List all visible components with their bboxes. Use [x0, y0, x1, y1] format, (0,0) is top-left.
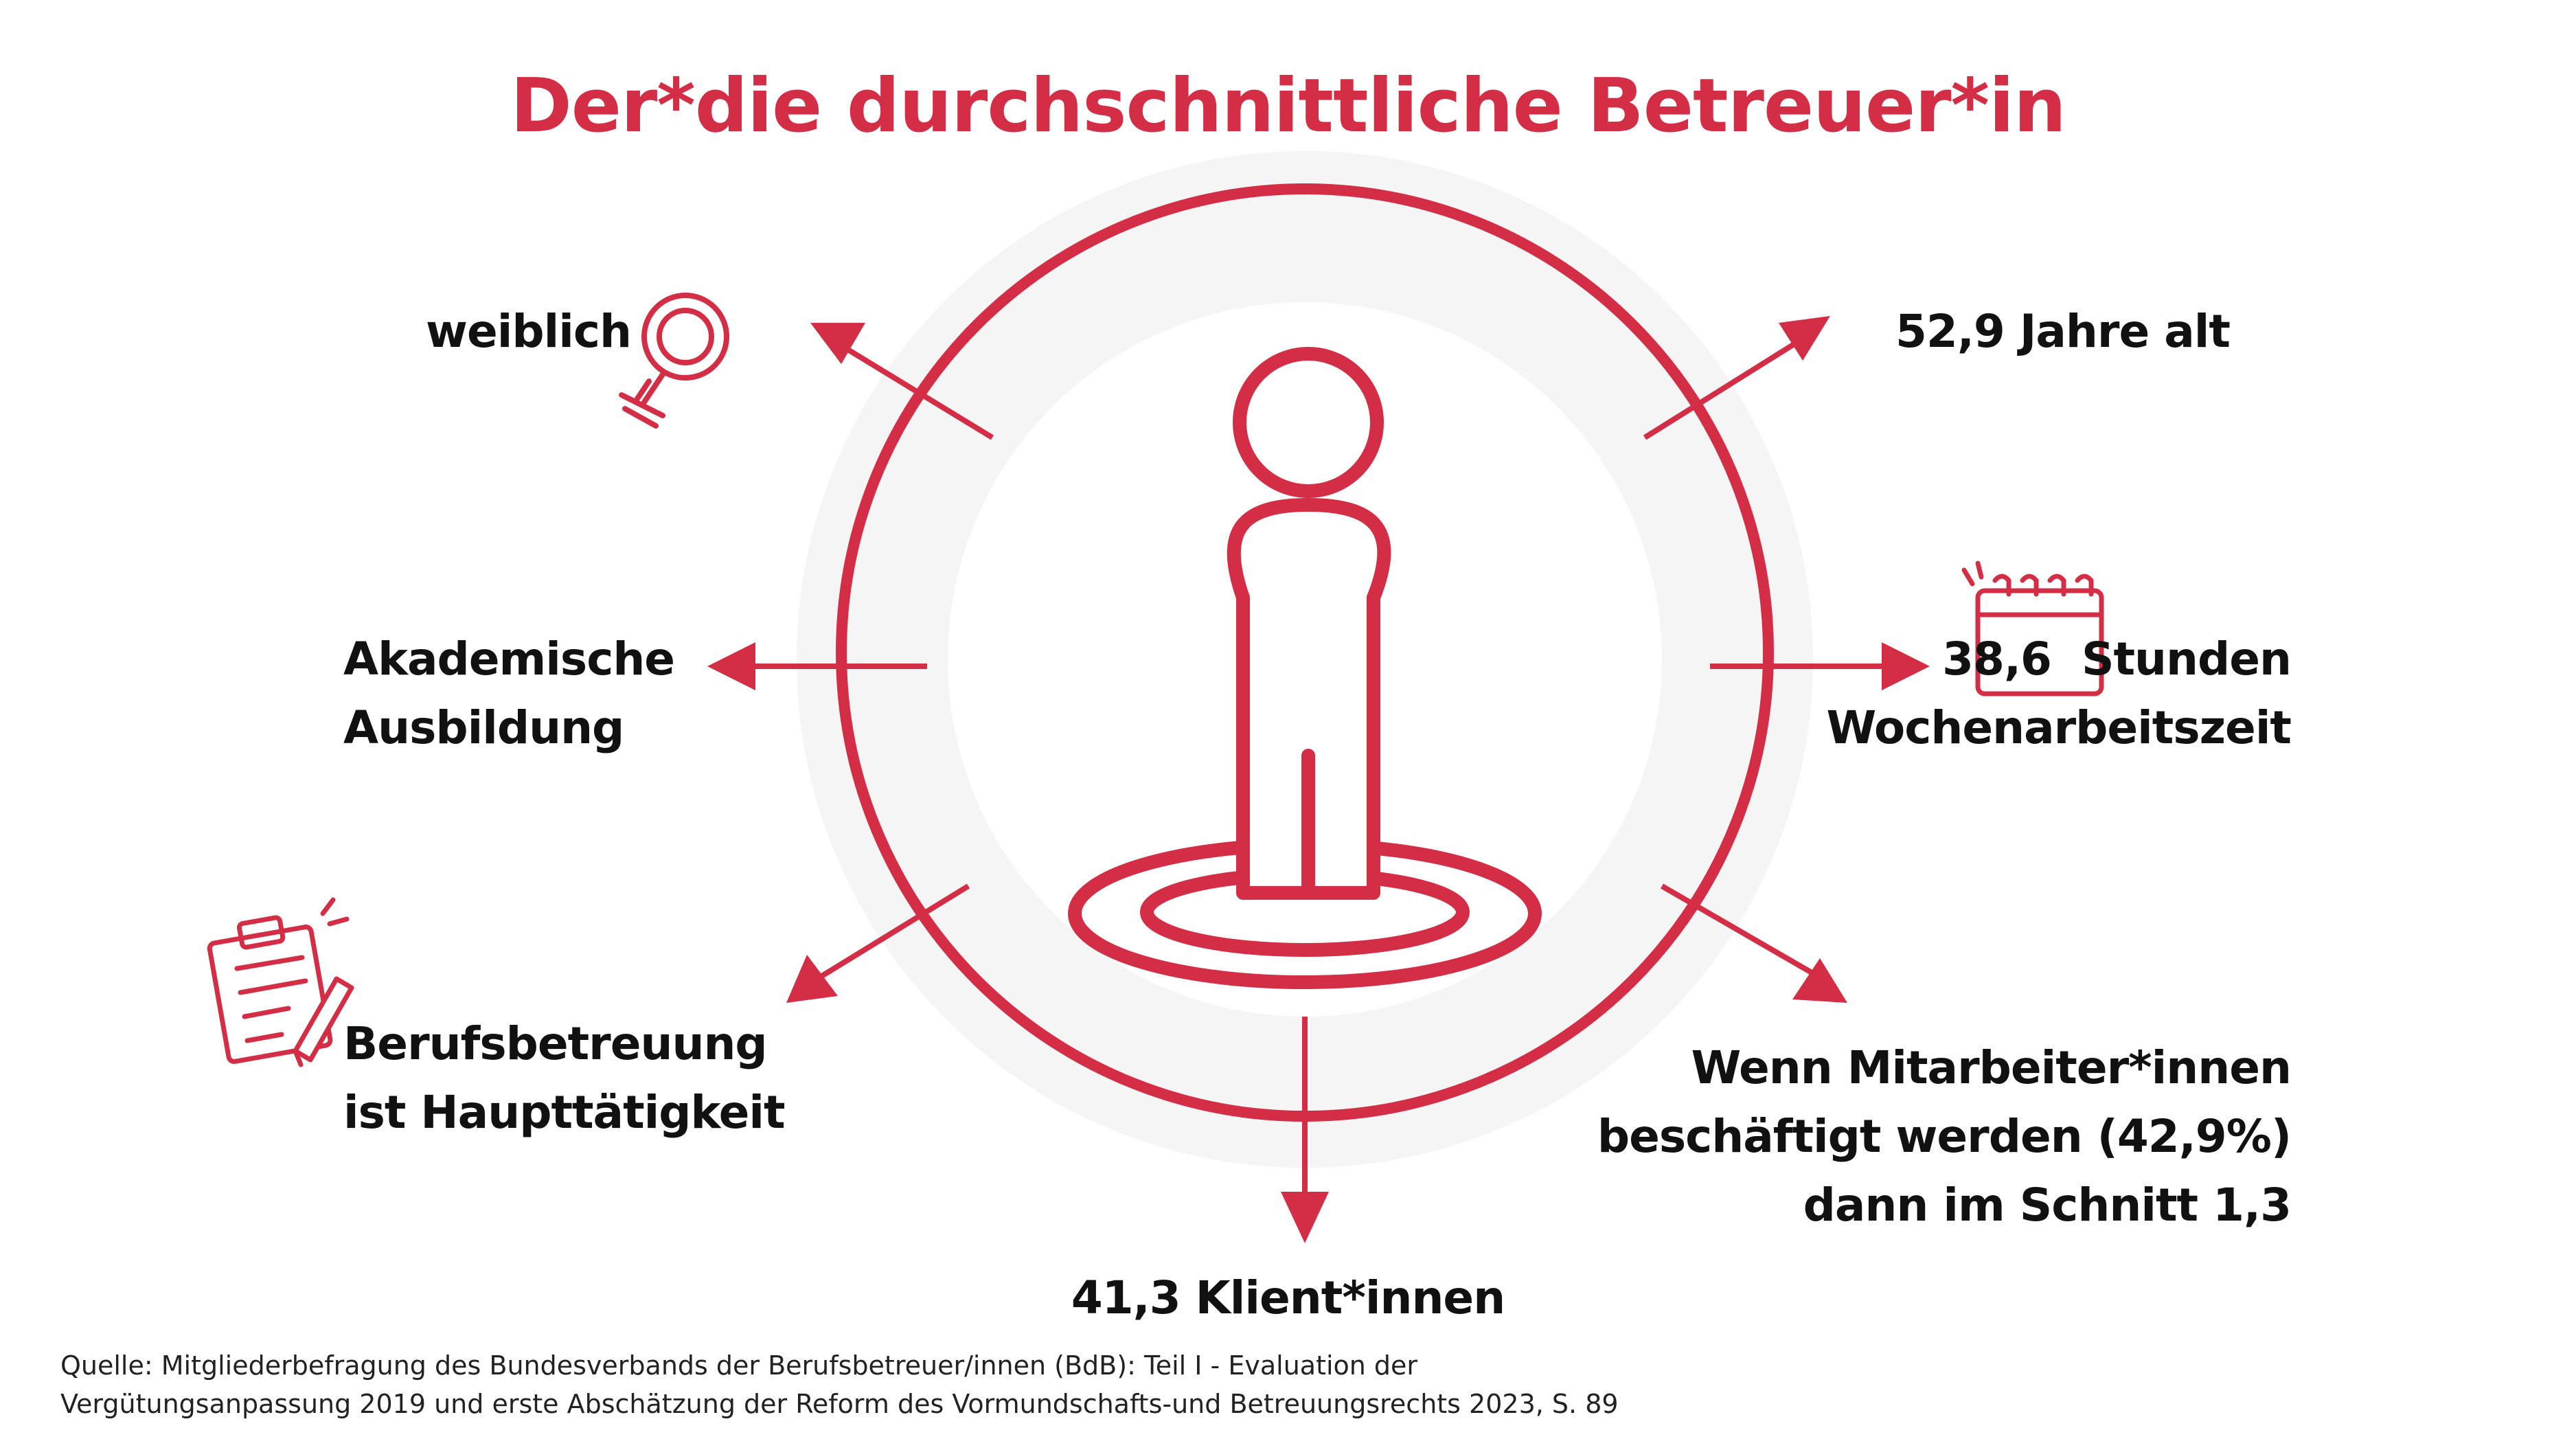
hours-value: 38,6: [1942, 633, 2052, 686]
employees-line3: dann im Schnitt 1,3: [1803, 1179, 2292, 1232]
label-age: 52,9 Jahre alt: [1895, 297, 2231, 366]
hours-value-box: [1981, 628, 2098, 690]
education-line2: Ausbildung: [343, 701, 624, 754]
main-job-line2: ist Haupttätigkeit: [343, 1086, 786, 1139]
hours-line2: Wochenarbeitszeit: [1826, 701, 2292, 754]
hours-line1: 38,6 Stunden: [1826, 625, 2292, 694]
female-symbol-icon: [619, 293, 729, 429]
arrow-education: [707, 642, 927, 690]
label-clients: 41,3 Klient*innen: [0, 1264, 2576, 1333]
source-line1: Quelle: Mitgliederbefragung des Bundesve…: [60, 1350, 1418, 1381]
clients-text: 41,3 Klient*innen: [1071, 1271, 1505, 1324]
clipboard-pen-icon: [207, 897, 354, 1067]
gender-text: weiblich: [426, 305, 632, 358]
arrow-employees: [1660, 883, 1847, 1003]
label-hours: 38,6 Stunden Wochenarbeitszeit: [1826, 625, 2292, 762]
source-line2: Vergütungsanpassung 2019 und erste Absch…: [60, 1389, 1619, 1419]
hours-line1-rest: Stunden: [2081, 633, 2292, 686]
label-education: Akademische Ausbildung: [343, 625, 675, 762]
arrow-weiblich: [810, 323, 994, 440]
arrow-age: [1643, 316, 1830, 440]
arrows: [707, 316, 1930, 1243]
label-employees: Wenn Mitarbeiter*innen beschäftigt werde…: [1597, 1034, 2292, 1240]
arrow-hours: [1710, 642, 1930, 690]
page-title: Der*die durchschnittliche Betreuer*in: [510, 63, 2066, 149]
label-gender: weiblich: [426, 297, 632, 366]
arrow-clients: [1281, 1017, 1329, 1243]
arrow-main-job: [786, 883, 970, 1003]
age-text: 52,9 Jahre alt: [1895, 305, 2231, 358]
main-job-line1: Berufsbetreuung: [343, 1017, 768, 1070]
label-main-job: Berufsbetreuung ist Haupttätigkeit: [343, 1010, 786, 1147]
source-note: Quelle: Mitgliederbefragung des Bundesve…: [60, 1346, 1619, 1423]
employees-line1: Wenn Mitarbeiter*innen: [1691, 1041, 2292, 1094]
employees-line2: beschäftigt werden (42,9%): [1597, 1110, 2292, 1163]
education-line1: Akademische: [343, 633, 675, 686]
person-figure-icon: [1068, 347, 1542, 989]
